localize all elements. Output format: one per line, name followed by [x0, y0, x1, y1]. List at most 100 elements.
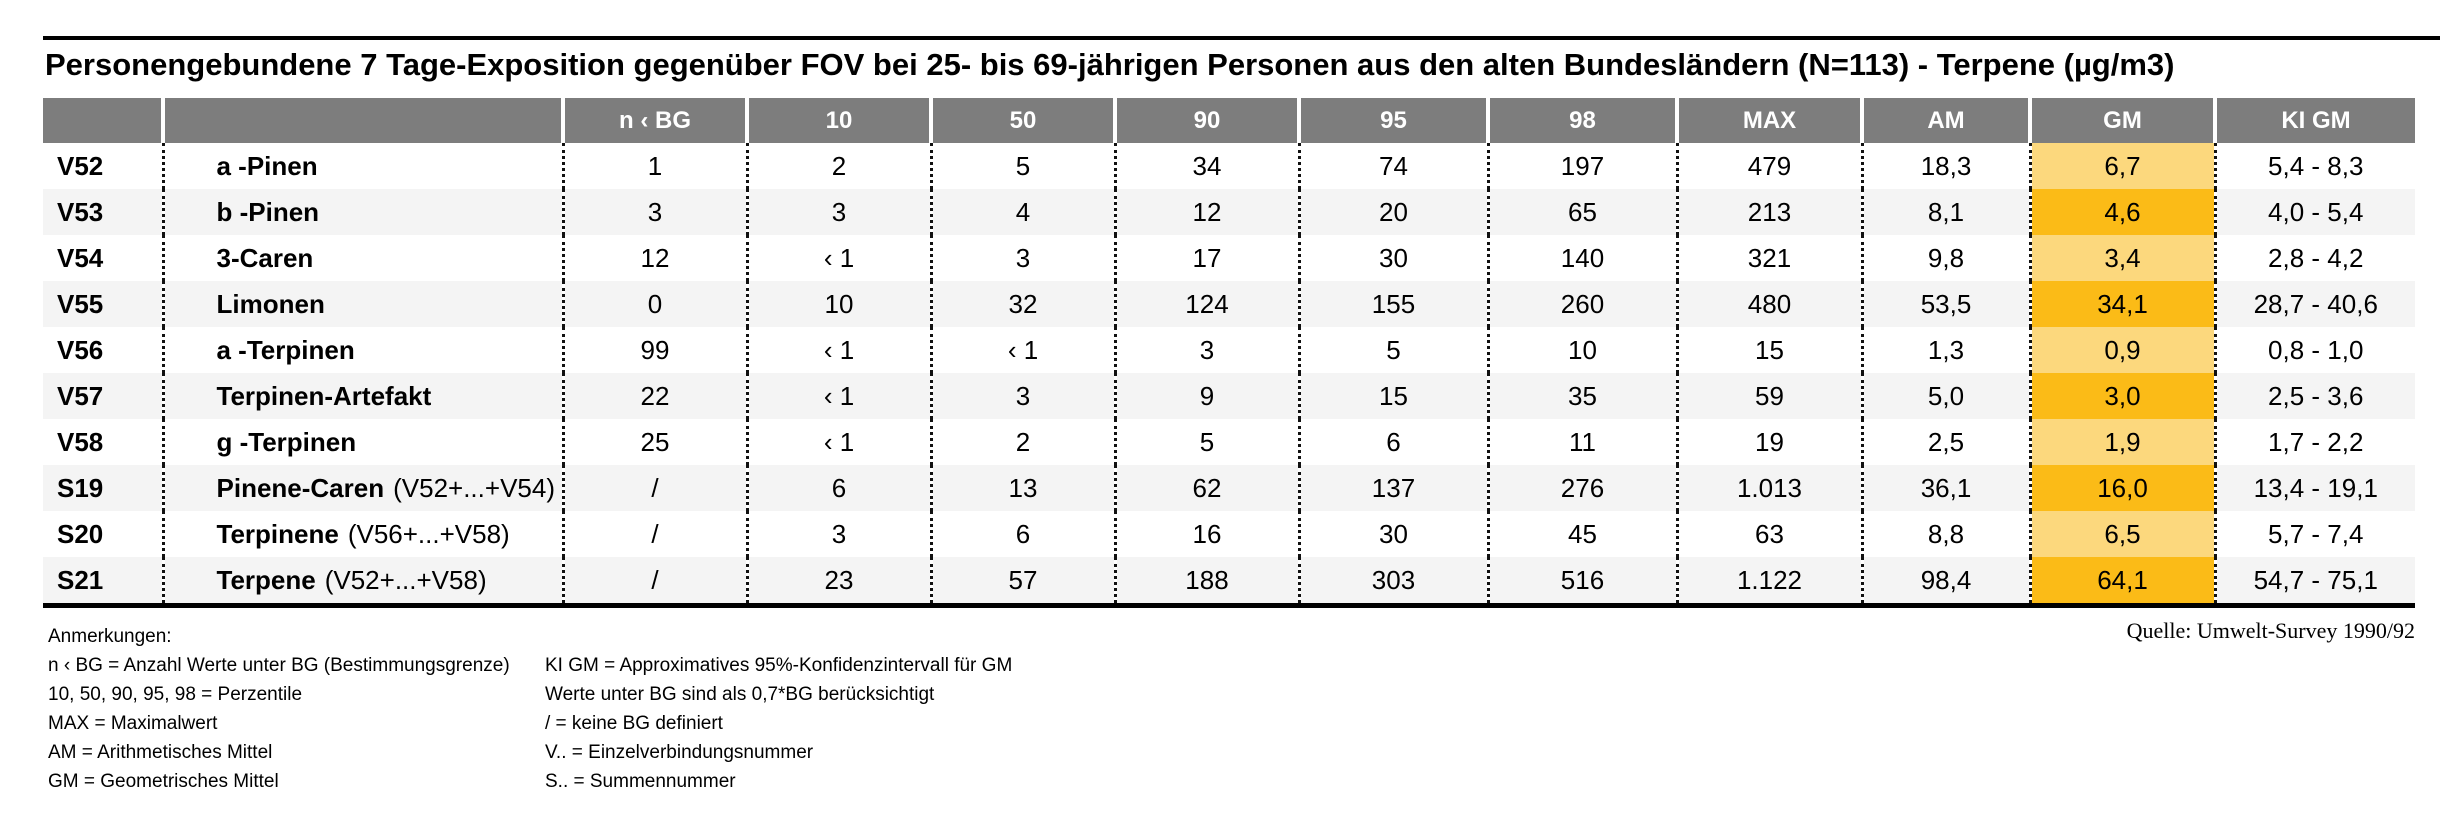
page-title: Personengebundene 7 Tage-Exposition gege… — [45, 47, 2175, 82]
substance-sum-range: (V52+...+V54) — [393, 472, 555, 503]
value-cell: 2,5 — [1860, 419, 2030, 465]
value-cell: ‹ 1 — [745, 327, 931, 373]
value-cell: 63 — [1675, 511, 1862, 557]
value-cell: 6 — [929, 511, 1115, 557]
top-rule — [43, 36, 2440, 40]
value-cell: 25 — [561, 419, 747, 465]
value-cell: 2 — [745, 143, 931, 189]
header-cell: AM — [1860, 98, 2030, 143]
value-cell: 15 — [1675, 327, 1862, 373]
value-cell: / — [561, 511, 747, 557]
value-cell: 479 — [1675, 143, 1862, 189]
header-cell: 98 — [1486, 98, 1677, 143]
value-cell: 2,5 - 3,6 — [2213, 373, 2415, 419]
footnote-line: GM = Geometrisches Mittel — [48, 771, 279, 792]
row-id-cell: S20 — [57, 518, 104, 549]
value-cell: 124 — [1113, 281, 1299, 327]
value-cell: 45 — [1486, 511, 1677, 557]
value-cell: 6 — [1297, 419, 1488, 465]
value-cell: 5 — [1297, 327, 1488, 373]
substance-name-cell: b -Pinen — [161, 189, 563, 235]
value-cell: 12 — [561, 235, 747, 281]
value-cell: 13,4 - 19,1 — [2213, 465, 2415, 511]
value-cell: 16 — [1113, 511, 1299, 557]
table-row: V57 Terpinen-Artefakt 22 ‹ 1 3 9 15 35 59 5,0 3,0 2… — [43, 373, 2415, 419]
row-id-cell: V56 — [57, 334, 104, 365]
substance-name-cell: 3-Caren — [161, 235, 563, 281]
value-cell: 32 — [929, 281, 1115, 327]
value-cell: 5,7 - 7,4 — [2213, 511, 2415, 557]
value-cell: 188 — [1113, 557, 1299, 606]
value-cell: 1,7 - 2,2 — [2213, 419, 2415, 465]
value-cell: 10 — [745, 281, 931, 327]
substance-name: Limonen — [216, 288, 325, 319]
substance-name: Pinene-Caren — [216, 472, 385, 503]
value-cell: 10 — [1486, 327, 1677, 373]
value-cell: 4,0 - 5,4 — [2213, 189, 2415, 235]
header-cell — [43, 98, 163, 143]
substance-sum-range: (V56+...+V58) — [347, 518, 510, 549]
value-cell: 99 — [561, 327, 747, 373]
table-row: V55 Limonen 0 10 32 124 155 260 480 53,5 34,1 28,7 … — [43, 281, 2415, 327]
substance-name-cell: a -Terpinen — [161, 327, 563, 373]
footnote-line: 10, 50, 90, 95, 98 = Perzentile — [48, 684, 303, 705]
value-cell: 12 — [1113, 189, 1299, 235]
gm-value-cell: 3,0 — [2028, 373, 2215, 419]
footnotes-left-column: n ‹ BG = Anzahl Werte unter BG (Bestimmu… — [48, 651, 510, 796]
row-id-cell: V57 — [43, 373, 163, 419]
value-cell: 8,1 — [1860, 189, 2030, 235]
value-cell: 18,3 — [1860, 143, 2030, 189]
substance-name-cell: Terpene (V52+...+V58) — [161, 557, 563, 606]
footnote-line: AM = Arithmetisches Mittel — [48, 742, 273, 763]
value-cell: 197 — [1486, 143, 1677, 189]
table-row: V53 b -Pinen 3 3 4 12 20 65 213 8,1 4,6 4,0 - 5,4 — [43, 189, 2415, 235]
value-cell: 260 — [1486, 281, 1677, 327]
substance-name-cell: a -Pinen — [161, 143, 563, 189]
value-cell: 3 — [745, 511, 931, 557]
value-cell: 34 — [1113, 143, 1299, 189]
value-cell: ‹ 1 — [929, 327, 1115, 373]
header-cell: 90 — [1113, 98, 1299, 143]
table-row: V58 g -Terpinen 25 ‹ 1 2 5 6 11 19 2,5 1,9 1,7 - 2,… — [43, 419, 2415, 465]
value-cell: 8,8 — [1860, 511, 2030, 557]
substance-name: b -Pinen — [216, 196, 320, 227]
substance-name-cell: g -Terpinen — [161, 419, 563, 465]
exposure-table: n ‹ BG 10 50 90 95 98 MAX AM GM KI GM V52 a -Pinen… — [43, 98, 2415, 608]
value-cell: 54,7 - 75,1 — [2213, 557, 2415, 606]
row-id-cell: V55 — [43, 281, 163, 327]
table-row: S21 Terpene (V52+...+V58) /23 57 188 303 516 1.1… — [43, 557, 2415, 606]
table-row: S20 Terpinene (V56+...+V58) /3 6 16 30 45 63 8,8 6… — [43, 511, 2415, 557]
footnotes-heading: Anmerkungen: — [48, 626, 172, 647]
value-cell: 11 — [1486, 419, 1677, 465]
value-cell: 57 — [929, 557, 1115, 606]
value-cell: 74 — [1297, 143, 1488, 189]
value-cell: 5 — [1113, 419, 1299, 465]
footnote-line: KI GM = Approximatives 95%-Konfidenzinte… — [545, 655, 1013, 676]
footnote-line: S.. = Summennummer — [545, 771, 736, 792]
gm-value-cell: 0,9 — [2028, 327, 2215, 373]
source-caption: Quelle: Umwelt-Survey 1990/92 — [2126, 618, 2415, 643]
table-row: S19 Pinene-Caren (V52+...+V54)/6 13 62 137 276… — [43, 465, 2415, 511]
value-cell: ‹ 1 — [745, 373, 931, 419]
gm-value-cell: 1,9 — [2028, 419, 2215, 465]
value-cell: 276 — [1486, 465, 1677, 511]
value-cell: 9,8 — [1860, 235, 2030, 281]
value-cell: 17 — [1113, 235, 1299, 281]
value-cell: 20 — [1297, 189, 1488, 235]
header-row: n ‹ BG 10 50 90 95 98 MAX AM GM KI GM — [43, 98, 2415, 143]
value-cell: 30 — [1297, 511, 1488, 557]
header-cell: KI GM — [2213, 98, 2415, 143]
table-body: V52 a -Pinen 1 2 5 34 74 197 479 18,3 6,7 5,4 - 8,3… — [43, 143, 2415, 606]
gm-value-cell: 16,0 — [2028, 465, 2215, 511]
value-cell: 516 — [1486, 557, 1677, 606]
gm-value-cell: 6,5 — [2028, 511, 2215, 557]
value-cell: 13 — [929, 465, 1115, 511]
value-cell: 53,5 — [1860, 281, 2030, 327]
substance-name: g -Terpinen — [216, 426, 357, 457]
value-cell: 3 — [1113, 327, 1299, 373]
footnotes-right-column: KI GM = Approximatives 95%-Konfidenzinte… — [545, 651, 1012, 796]
value-cell: 321 — [1675, 235, 1862, 281]
footnote-line: V.. = Einzelverbindungsnummer — [545, 742, 814, 763]
substance-name-cell: Pinene-Caren (V52+...+V54) — [161, 465, 563, 511]
header-cell: n ‹ BG — [561, 98, 747, 143]
